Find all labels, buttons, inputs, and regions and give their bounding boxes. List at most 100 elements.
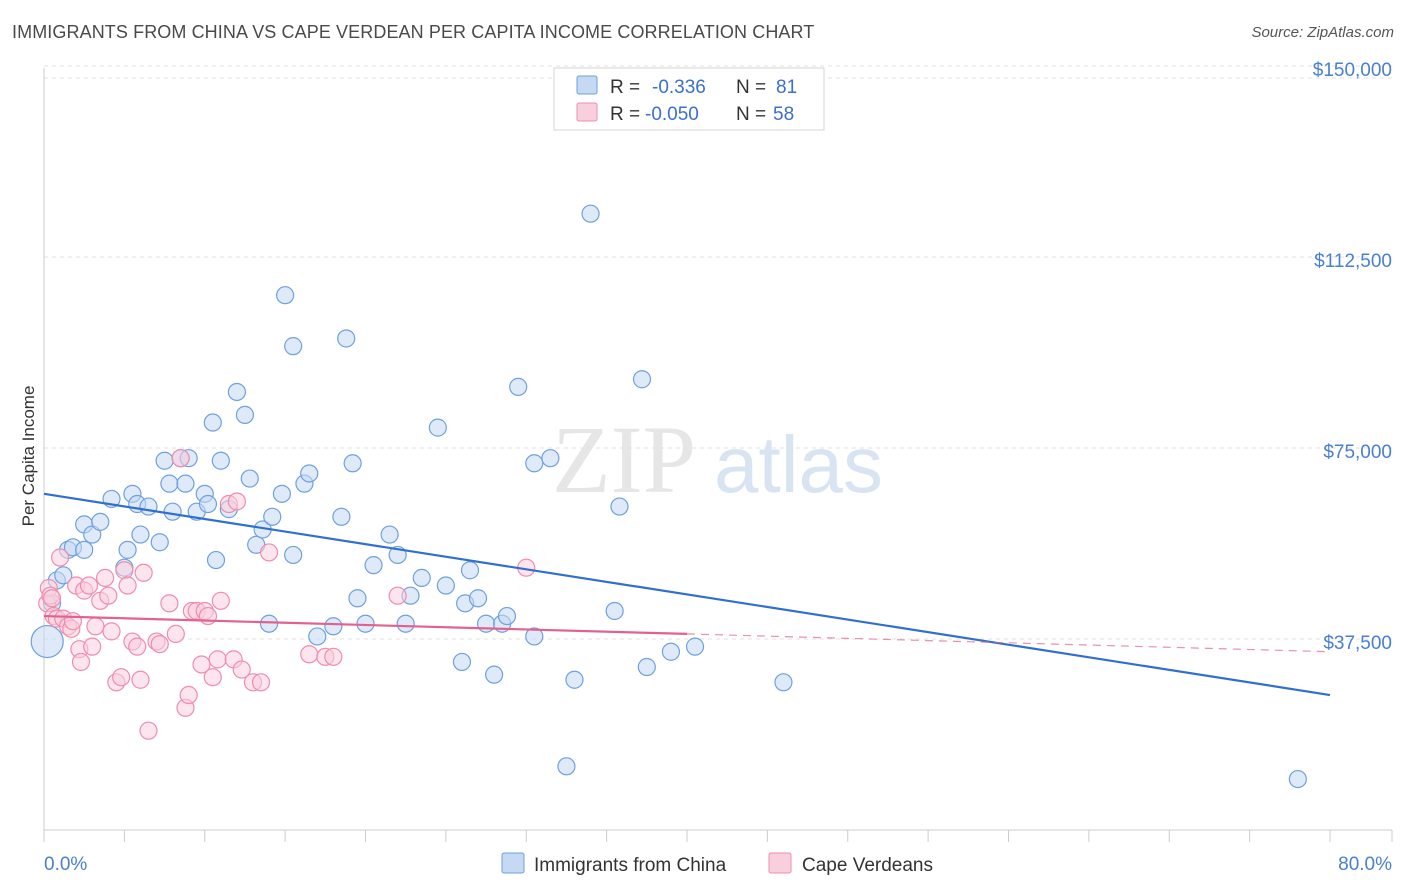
point-capeverde-17: [86, 617, 105, 636]
point-china-58: [436, 576, 455, 595]
point-capeverde-29: [134, 563, 153, 582]
point-china-73: [581, 204, 600, 223]
point-china-20: [163, 502, 182, 521]
legend-r-value-china: -0.336: [652, 77, 706, 98]
watermark-zip: ZIP: [552, 406, 696, 513]
point-capeverde-33: [160, 594, 179, 613]
point-capeverde-3: [42, 589, 62, 608]
legend-r-label-capeverde: R =: [610, 104, 640, 125]
point-china-77: [637, 657, 656, 677]
point-china-76: [632, 370, 652, 389]
trend-dashed-capeverde: [686, 633, 1331, 653]
point-china-80: [774, 673, 793, 692]
point-china-41: [284, 337, 303, 356]
point-capeverde-21: [102, 622, 121, 641]
point-china-44: [308, 627, 327, 646]
point-china-26: [198, 494, 218, 514]
point-capeverde-19: [95, 568, 115, 587]
point-china-48: [343, 454, 362, 473]
data-points: [30, 204, 1307, 789]
point-china-27: [203, 413, 222, 432]
gridlines: [44, 65, 1392, 640]
point-capeverde-24: [115, 561, 134, 580]
point-capeverde-52: [259, 543, 279, 562]
point-capeverde-28: [131, 670, 150, 689]
legend-n-value-china: 81: [776, 77, 797, 98]
point-capeverde-43: [203, 668, 222, 687]
point-china-17: [150, 533, 169, 552]
watermark: ZIP atlas: [552, 406, 883, 513]
point-china-57: [428, 418, 447, 437]
point-china-32: [235, 405, 255, 424]
point-capeverde-49: [232, 660, 251, 679]
point-capeverde-32: [150, 634, 169, 654]
point-china-69: [525, 454, 544, 473]
trend-line-china: [43, 492, 1331, 697]
point-capeverde-51: [251, 673, 271, 692]
legend-n-value-capeverde: 58: [773, 104, 794, 125]
point-china-47: [337, 329, 356, 348]
y-tick-label-3: $150,000: [1313, 60, 1392, 81]
point-capeverde-27: [128, 637, 147, 656]
point-china-63: [476, 614, 496, 633]
point-china-78: [661, 642, 681, 661]
point-china-66: [497, 606, 517, 626]
point-china-12: [118, 540, 137, 559]
y-tick-labels: $37,500 $75,000 $112,500 $150,000: [1313, 60, 1392, 654]
point-china-19: [160, 474, 179, 493]
point-china-36: [259, 614, 279, 633]
watermark-atlas: atlas: [714, 420, 883, 509]
legend-r-label-china: R =: [610, 77, 640, 98]
point-capeverde-48: [227, 492, 246, 511]
y-axis-title: Per Capita Income: [19, 386, 38, 527]
point-china-59: [452, 652, 472, 672]
legend-bottom-label-capeverde: Cape Verdeans: [802, 855, 933, 876]
point-capeverde-45: [211, 591, 230, 610]
x-tick-label-right: 80.0%: [1338, 854, 1392, 875]
point-china-15: [131, 525, 150, 544]
source-credit: Source: ZipAtlas.com: [1251, 24, 1394, 41]
point-china-61: [460, 561, 480, 580]
point-china-38: [272, 484, 292, 503]
point-china-79: [685, 637, 705, 656]
point-china-37: [263, 507, 282, 526]
point-china-68: [525, 627, 544, 646]
trend-line-capeverde: [43, 614, 688, 636]
point-china-22: [176, 474, 195, 493]
point-capeverde-37: [179, 685, 198, 705]
point-capeverde-34: [166, 624, 185, 644]
point-capeverde-15: [79, 576, 99, 595]
y-tick-label-2: $112,500: [1314, 251, 1392, 272]
series-legend: Immigrants from China Cape Verdeans: [501, 852, 933, 876]
chart-title: IMMIGRANTS FROM CHINA VS CAPE VERDEAN PE…: [12, 22, 815, 42]
point-china-43: [300, 464, 319, 483]
point-china-45: [324, 617, 343, 636]
point-china-51: [364, 556, 383, 575]
point-china-39: [276, 286, 295, 305]
point-china-49: [348, 589, 367, 608]
point-capeverde-20: [99, 586, 118, 605]
legend-swatch-capeverde: [576, 102, 598, 122]
point-capeverde-23: [112, 668, 131, 687]
point-china-29: [211, 451, 230, 470]
point-china-40: [284, 545, 303, 565]
point-china-74: [605, 601, 624, 621]
point-china-0: [30, 624, 64, 659]
point-capeverde-44: [208, 650, 227, 669]
point-capeverde-25: [118, 576, 137, 595]
y-tick-label-1: $75,000: [1323, 442, 1392, 463]
legend-n-label-capeverde: N =: [736, 104, 766, 125]
point-china-67: [509, 377, 528, 396]
point-capeverde-35: [171, 449, 190, 468]
trend-lines: [43, 492, 1331, 697]
point-china-31: [227, 382, 246, 402]
point-china-28: [206, 550, 226, 570]
point-capeverde-6: [50, 548, 70, 567]
point-china-72: [565, 670, 584, 689]
point-china-75: [610, 497, 629, 516]
point-capeverde-13: [71, 652, 91, 672]
point-china-70: [541, 449, 560, 468]
point-china-33: [240, 469, 259, 488]
point-china-50: [356, 614, 375, 633]
point-capeverde-16: [83, 637, 102, 656]
